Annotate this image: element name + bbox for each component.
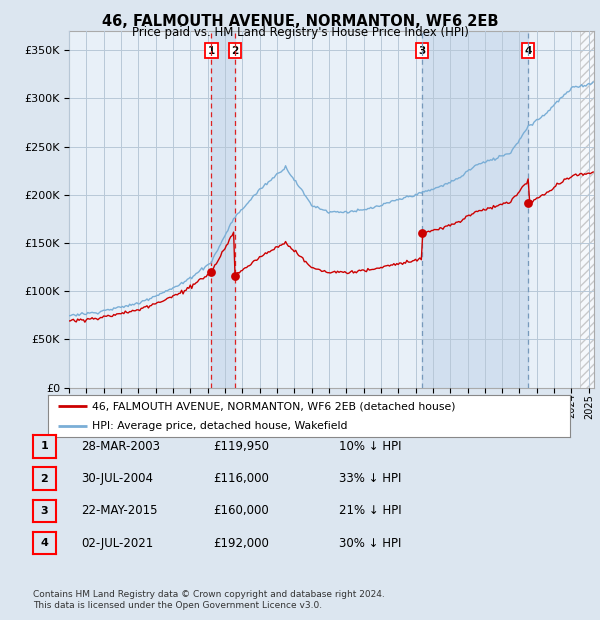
- Text: 46, FALMOUTH AVENUE, NORMANTON, WF6 2EB: 46, FALMOUTH AVENUE, NORMANTON, WF6 2EB: [102, 14, 498, 29]
- Bar: [580, 31, 594, 388]
- Point: [230, 271, 239, 281]
- Text: 10% ↓ HPI: 10% ↓ HPI: [339, 440, 401, 453]
- Text: £192,000: £192,000: [213, 537, 269, 549]
- Text: 4: 4: [524, 46, 532, 56]
- Text: £160,000: £160,000: [213, 505, 269, 517]
- Text: £119,950: £119,950: [213, 440, 269, 453]
- Text: 30-JUL-2004: 30-JUL-2004: [81, 472, 153, 485]
- Text: Contains HM Land Registry data © Crown copyright and database right 2024.
This d: Contains HM Land Registry data © Crown c…: [33, 590, 385, 609]
- Bar: [211, 31, 235, 388]
- Text: 1: 1: [208, 46, 215, 56]
- Text: 46, FALMOUTH AVENUE, NORMANTON, WF6 2EB (detached house): 46, FALMOUTH AVENUE, NORMANTON, WF6 2EB …: [92, 401, 456, 411]
- Text: 3: 3: [418, 46, 426, 56]
- Text: £116,000: £116,000: [213, 472, 269, 485]
- Text: 2: 2: [41, 474, 48, 484]
- Text: 1: 1: [41, 441, 48, 451]
- Text: 22-MAY-2015: 22-MAY-2015: [81, 505, 157, 517]
- Text: 4: 4: [40, 538, 49, 548]
- Point: [206, 267, 216, 277]
- Point: [418, 228, 427, 238]
- Text: 2: 2: [231, 46, 238, 56]
- Text: 21% ↓ HPI: 21% ↓ HPI: [339, 505, 401, 517]
- Text: Price paid vs. HM Land Registry's House Price Index (HPI): Price paid vs. HM Land Registry's House …: [131, 26, 469, 39]
- Text: 28-MAR-2003: 28-MAR-2003: [81, 440, 160, 453]
- Text: 33% ↓ HPI: 33% ↓ HPI: [339, 472, 401, 485]
- Point: [523, 198, 533, 208]
- Text: 30% ↓ HPI: 30% ↓ HPI: [339, 537, 401, 549]
- Text: 02-JUL-2021: 02-JUL-2021: [81, 537, 153, 549]
- Bar: [422, 31, 528, 388]
- Text: 3: 3: [41, 506, 48, 516]
- Text: HPI: Average price, detached house, Wakefield: HPI: Average price, detached house, Wake…: [92, 421, 348, 431]
